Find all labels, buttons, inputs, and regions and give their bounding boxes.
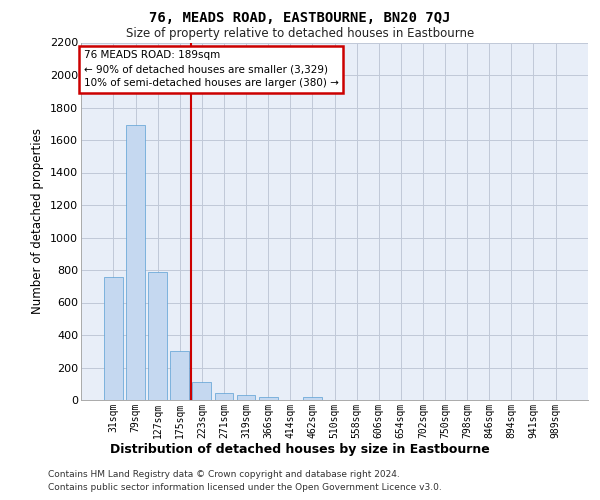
Bar <box>215 392 233 400</box>
Bar <box>104 276 123 400</box>
Text: Contains HM Land Registry data © Crown copyright and database right 2024.: Contains HM Land Registry data © Crown c… <box>48 470 400 479</box>
Bar <box>170 351 189 400</box>
Bar <box>148 272 167 400</box>
Text: Size of property relative to detached houses in Eastbourne: Size of property relative to detached ho… <box>126 28 474 40</box>
Bar <box>259 397 278 400</box>
Bar <box>193 382 211 400</box>
Text: 76 MEADS ROAD: 189sqm
← 90% of detached houses are smaller (3,329)
10% of semi-d: 76 MEADS ROAD: 189sqm ← 90% of detached … <box>83 50 338 88</box>
Bar <box>303 397 322 400</box>
Text: Distribution of detached houses by size in Eastbourne: Distribution of detached houses by size … <box>110 442 490 456</box>
Text: 76, MEADS ROAD, EASTBOURNE, BN20 7QJ: 76, MEADS ROAD, EASTBOURNE, BN20 7QJ <box>149 12 451 26</box>
Bar <box>236 395 256 400</box>
Bar <box>126 126 145 400</box>
Text: Contains public sector information licensed under the Open Government Licence v3: Contains public sector information licen… <box>48 482 442 492</box>
Y-axis label: Number of detached properties: Number of detached properties <box>31 128 44 314</box>
